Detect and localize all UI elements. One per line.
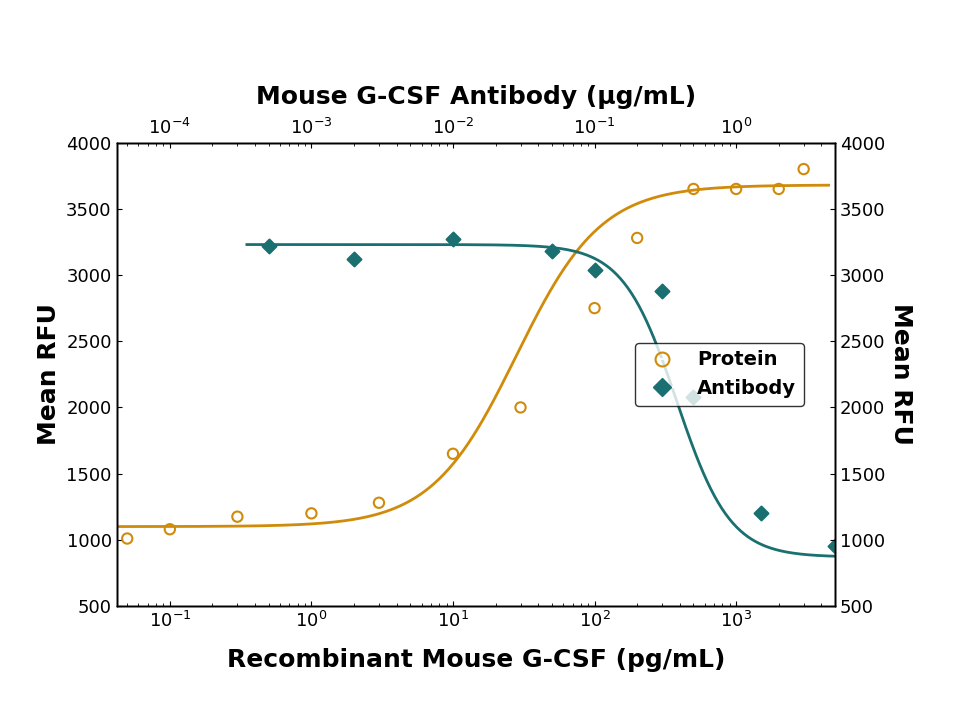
Point <box>119 533 135 544</box>
Point <box>229 511 245 523</box>
X-axis label: Recombinant Mouse G-CSF (pg/mL): Recombinant Mouse G-CSF (pg/mL) <box>226 647 725 672</box>
Point <box>304 508 319 519</box>
Point <box>654 285 670 297</box>
Point <box>686 391 701 403</box>
Point <box>586 264 602 275</box>
Point <box>827 540 843 552</box>
Point <box>771 183 787 195</box>
Point <box>686 183 701 195</box>
Point <box>162 523 178 535</box>
Y-axis label: Mean RFU: Mean RFU <box>889 304 913 445</box>
Point <box>969 552 971 563</box>
Point <box>371 497 386 508</box>
Point <box>261 240 277 252</box>
Point <box>347 253 362 265</box>
Point <box>586 302 602 314</box>
Point <box>753 508 769 519</box>
Point <box>446 448 461 459</box>
Point <box>446 234 461 245</box>
Y-axis label: Mean RFU: Mean RFU <box>37 304 60 445</box>
Point <box>796 163 812 175</box>
Point <box>728 183 744 195</box>
Point <box>513 401 528 413</box>
Point <box>629 232 645 244</box>
Point <box>544 245 559 257</box>
Legend: Protein, Antibody: Protein, Antibody <box>635 343 804 406</box>
Point <box>913 558 928 570</box>
X-axis label: Mouse G-CSF Antibody (μg/mL): Mouse G-CSF Antibody (μg/mL) <box>255 85 696 109</box>
